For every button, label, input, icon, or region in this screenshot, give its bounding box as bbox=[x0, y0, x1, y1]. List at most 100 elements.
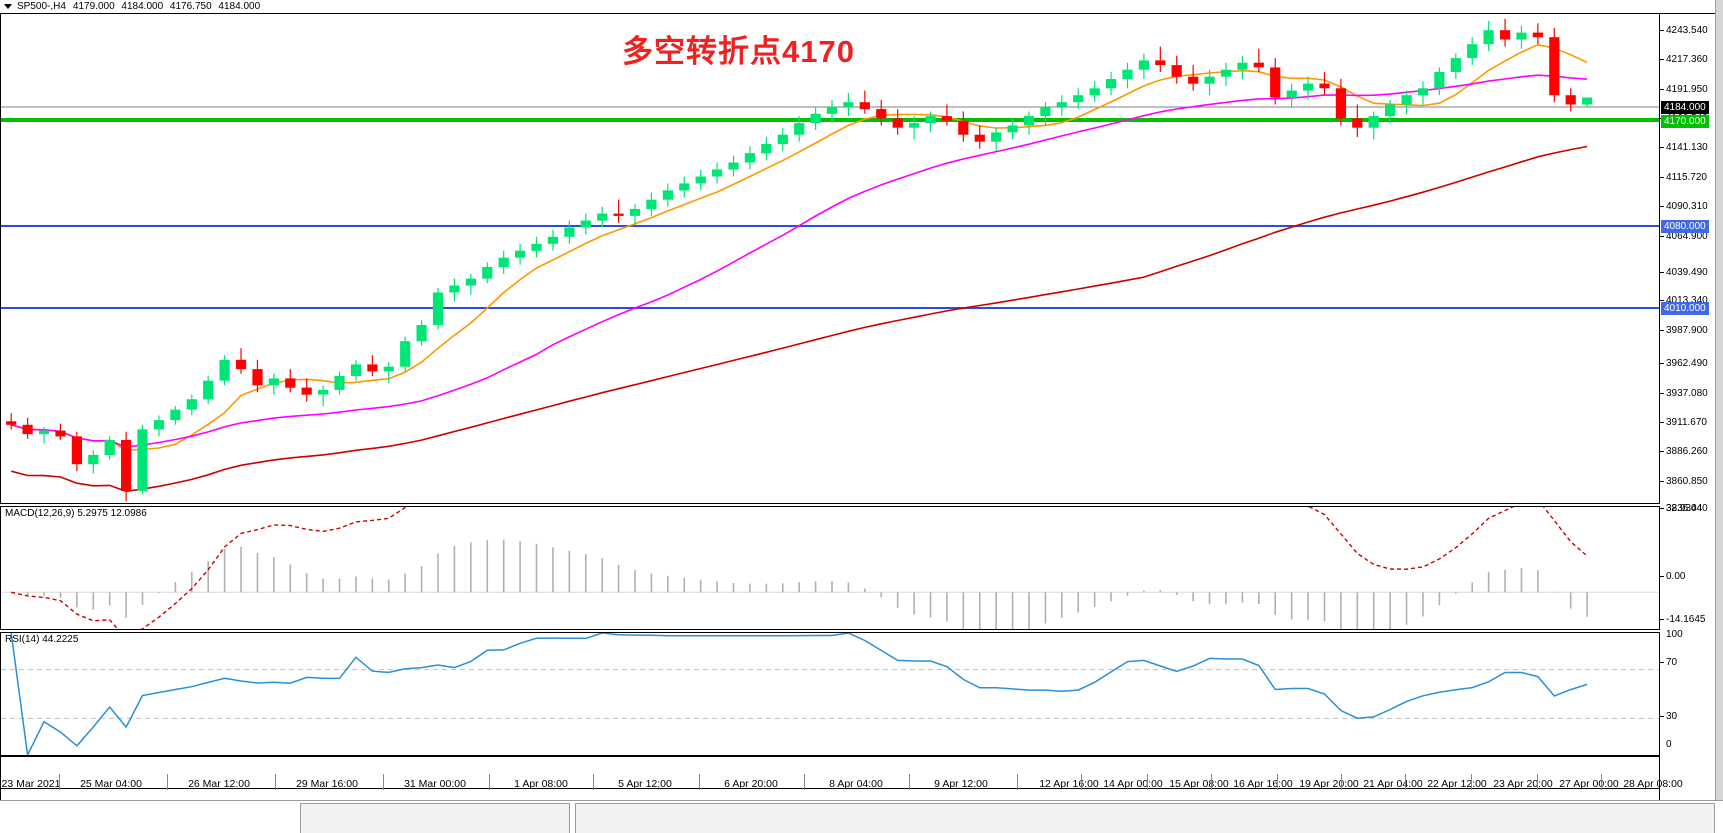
open-value: 4179.000 bbox=[72, 1, 115, 12]
candle-body bbox=[728, 162, 739, 170]
level-4080-badge[interactable]: 4080.000 bbox=[1661, 220, 1709, 233]
tick-label: 3835.440 bbox=[1666, 503, 1708, 514]
taskbar-tab-stub-1[interactable] bbox=[300, 803, 570, 833]
tick-label: 3860.850 bbox=[1666, 476, 1708, 487]
level-4010-badge[interactable]: 4010.000 bbox=[1661, 302, 1709, 315]
time-axis-label: 6 Apr 20:00 bbox=[724, 778, 778, 790]
rsi-title: RSI(14) 44.2225 bbox=[5, 634, 79, 645]
candle-body bbox=[334, 376, 345, 390]
price-tick: 4013.340 bbox=[1660, 295, 1723, 307]
candle-body bbox=[1549, 37, 1560, 96]
price-tick: 3911.670 bbox=[1660, 417, 1723, 429]
rsi-panel[interactable]: RSI(14) 44.2225 bbox=[0, 632, 1660, 756]
time-axis-label: 19 Apr 20:00 bbox=[1299, 778, 1359, 790]
price-tick: 4141.130 bbox=[1660, 142, 1723, 154]
price-chart-panel[interactable] bbox=[0, 14, 1660, 504]
tick-label: -14.1645 bbox=[1666, 614, 1706, 625]
candle-body bbox=[1467, 44, 1478, 59]
candle-body bbox=[121, 439, 132, 491]
candle-body bbox=[1171, 65, 1182, 77]
price-chart-canvas bbox=[1, 18, 1659, 502]
candle-body bbox=[1516, 32, 1527, 40]
tick-label: 3937.080 bbox=[1666, 388, 1708, 399]
price-tick: 4090.310 bbox=[1660, 201, 1723, 213]
candle-body bbox=[597, 213, 608, 221]
time-axis-separator bbox=[593, 774, 594, 790]
candle-body bbox=[383, 366, 394, 372]
chart-annotation-text[interactable]: 多空转折点4170 bbox=[622, 34, 855, 69]
tick-dash bbox=[1660, 58, 1664, 60]
chevron-down-icon[interactable] bbox=[4, 4, 12, 9]
time-axis-separator bbox=[59, 774, 60, 790]
rsi-tick: 100 bbox=[1666, 629, 1683, 640]
tick-label: 30 bbox=[1666, 711, 1678, 722]
price-scale[interactable]: 4243.5404217.3604191.9504166.5404141.130… bbox=[1660, 14, 1723, 756]
candle-body bbox=[88, 454, 99, 465]
time-axis-separator bbox=[804, 774, 805, 790]
candle-body bbox=[1204, 76, 1215, 84]
candle-body bbox=[1007, 125, 1018, 133]
window-right-edge bbox=[1715, 0, 1723, 800]
symbol-info-bar[interactable]: SP500-,H4 4179.000 4184.000 4176.750 418… bbox=[0, 0, 1723, 14]
time-axis-separator bbox=[909, 774, 910, 790]
candle-body bbox=[22, 424, 33, 435]
macd-panel[interactable]: MACD(12,26,9) 5.2975 12.0986 bbox=[0, 506, 1660, 630]
candle-body bbox=[1565, 95, 1576, 105]
time-axis-label: 15 Apr 08:00 bbox=[1169, 778, 1229, 790]
tick-dash bbox=[1660, 480, 1664, 482]
ma-slow-line bbox=[10, 145, 1588, 493]
macd-signal-line bbox=[11, 507, 1588, 629]
tick-dash bbox=[1660, 450, 1664, 452]
candle-body bbox=[1319, 83, 1330, 89]
candle-body bbox=[1040, 106, 1051, 117]
candle-body bbox=[449, 285, 460, 293]
taskbar-tab-stub-2[interactable] bbox=[575, 803, 1715, 833]
candle-body bbox=[662, 190, 673, 200]
time-axis-separator bbox=[699, 774, 700, 790]
time-axis-label: 31 Mar 00:00 bbox=[404, 778, 466, 790]
candle-body bbox=[777, 134, 788, 144]
price-tick: 4115.720 bbox=[1660, 172, 1723, 184]
candle-body bbox=[515, 250, 526, 258]
candle-body bbox=[235, 359, 247, 370]
macd-histogram bbox=[26, 539, 1588, 629]
candle-body bbox=[71, 436, 82, 465]
tick-label: 3962.490 bbox=[1666, 358, 1708, 369]
candle-body bbox=[909, 123, 920, 128]
low-value: 4176.750 bbox=[169, 1, 212, 12]
candle-body bbox=[1188, 76, 1199, 84]
candle-body bbox=[1450, 58, 1461, 72]
time-axis[interactable]: 23 Mar 2021 25 Mar 04:00 26 Mar 12:00 29 Ma… bbox=[0, 756, 1683, 800]
macd-tick: 0.00 bbox=[1660, 571, 1723, 583]
time-axis-separator bbox=[383, 774, 384, 790]
candle-body bbox=[465, 278, 476, 286]
candle-body bbox=[219, 359, 230, 381]
candle-series bbox=[6, 18, 1593, 502]
time-axis-separator bbox=[275, 774, 276, 790]
ohlc-values: 4179.000 4184.000 4176.750 4184.000 bbox=[73, 1, 264, 12]
candle-body bbox=[1106, 79, 1117, 89]
candle-body bbox=[974, 134, 985, 142]
candle-body bbox=[153, 420, 165, 430]
candle-body bbox=[1417, 88, 1429, 96]
tick-label: 4090.310 bbox=[1666, 201, 1708, 212]
tick-dash bbox=[1660, 146, 1664, 148]
tick-dash bbox=[1660, 392, 1664, 394]
price-tick: 3937.080 bbox=[1660, 388, 1723, 400]
price-tick: 3987.900 bbox=[1660, 325, 1723, 337]
candle-body bbox=[1352, 118, 1363, 128]
candle-body bbox=[1023, 116, 1035, 126]
candle-body bbox=[1220, 69, 1232, 77]
level-4170-badge[interactable]: 4170.000 bbox=[1661, 115, 1709, 128]
candle-body bbox=[613, 213, 624, 216]
time-axis-separator bbox=[1017, 774, 1018, 790]
tick-dash bbox=[1660, 271, 1664, 273]
time-axis-separator bbox=[1211, 774, 1212, 790]
candle-body bbox=[268, 378, 279, 386]
time-axis-label: 12 Apr 16:00 bbox=[1039, 778, 1099, 790]
candle-body bbox=[695, 176, 706, 184]
candle-body bbox=[761, 144, 772, 154]
time-axis-label: 1 Apr 08:00 bbox=[514, 778, 568, 790]
last-price-badge[interactable]: 4184.000 bbox=[1661, 101, 1709, 114]
